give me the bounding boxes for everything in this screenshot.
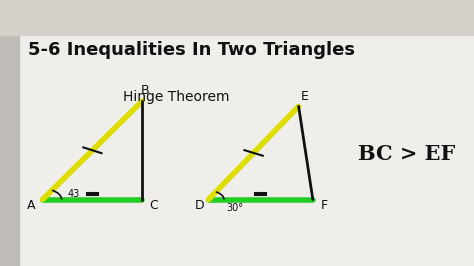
Text: C: C [150, 199, 158, 212]
Text: F: F [321, 199, 328, 212]
Text: A: A [27, 199, 35, 212]
Text: BC > EF: BC > EF [358, 144, 455, 164]
Text: Hinge Theorem: Hinge Theorem [123, 90, 230, 104]
Text: 5-6 Inequalities In Two Triangles: 5-6 Inequalities In Two Triangles [28, 41, 356, 59]
Text: E: E [301, 90, 308, 103]
Text: 30°: 30° [227, 203, 244, 214]
Text: 43: 43 [67, 189, 80, 200]
Text: D: D [194, 199, 204, 212]
Bar [0, 35, 19, 266]
Bar [0, 0, 474, 35]
Text: B: B [140, 84, 149, 97]
